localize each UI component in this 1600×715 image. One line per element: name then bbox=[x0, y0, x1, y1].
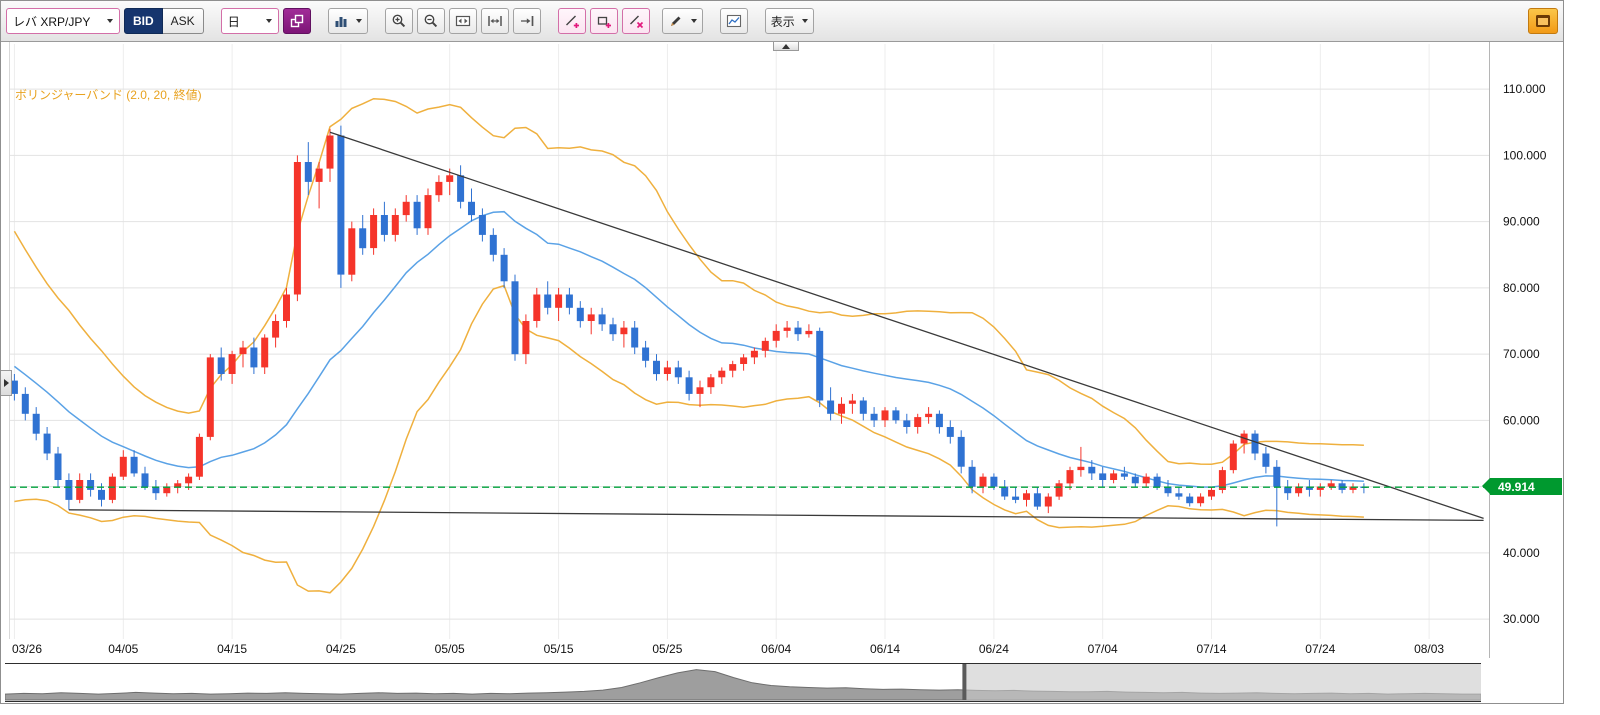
caret-down-icon bbox=[355, 19, 362, 23]
fit-width-button[interactable] bbox=[448, 8, 477, 34]
indicator-label[interactable]: ボリンジャーバンド (2.0, 20, 終値) bbox=[15, 88, 202, 102]
y-axis-label: 100.000 bbox=[1503, 148, 1547, 162]
ask-button[interactable]: ASK bbox=[162, 8, 204, 34]
y-axis-label: 90.000 bbox=[1503, 215, 1540, 229]
chart-area[interactable]: 110.000100.00090.00080.00070.00060.00050… bbox=[1, 42, 1563, 658]
chevron-up-icon bbox=[782, 43, 790, 49]
toolbar-collapse-button[interactable] bbox=[773, 42, 799, 51]
price-chart[interactable]: 110.000100.00090.00080.00070.00060.00050… bbox=[1, 42, 1563, 658]
x-axis-label: 08/03 bbox=[1414, 642, 1444, 656]
x-axis-label: 07/24 bbox=[1305, 642, 1335, 656]
candlesticks bbox=[10, 125, 1368, 527]
x-axis-label: 06/24 bbox=[979, 642, 1009, 656]
zoom-out-icon bbox=[424, 14, 437, 28]
scroll-to-latest-button[interactable] bbox=[512, 8, 541, 34]
x-axis-label: 05/05 bbox=[435, 642, 465, 656]
draw-shape-button[interactable] bbox=[589, 8, 618, 34]
indicator-chart-icon bbox=[726, 14, 741, 28]
timeframe-select-value: 日 bbox=[227, 14, 240, 29]
zoom-out-button[interactable] bbox=[416, 8, 445, 34]
caret-down-icon bbox=[690, 19, 697, 23]
y-axis-label: 30.000 bbox=[1503, 612, 1540, 626]
y-axis-label: 40.000 bbox=[1503, 546, 1540, 560]
y-axis-label: 60.000 bbox=[1503, 413, 1540, 427]
navigator-handle[interactable] bbox=[962, 664, 967, 700]
zoom-in-button[interactable] bbox=[384, 8, 413, 34]
y-axis-label: 70.000 bbox=[1503, 347, 1540, 361]
compare-icon bbox=[290, 14, 303, 28]
price-tag-arrow-icon bbox=[1482, 478, 1490, 495]
zoom-in-icon bbox=[392, 14, 405, 28]
symbol-select[interactable]: レバ XRP/JPY bbox=[6, 8, 120, 34]
x-axis-label: 04/15 bbox=[217, 642, 247, 656]
x-axis-label: 06/14 bbox=[870, 642, 900, 656]
bid-button[interactable]: BID bbox=[124, 8, 163, 34]
expand-horizontal-icon bbox=[487, 16, 502, 26]
x-axis-label: 04/25 bbox=[326, 642, 356, 656]
display-dropdown-label: 表示 bbox=[770, 14, 795, 29]
navigator-chart[interactable] bbox=[4, 664, 1482, 701]
bollinger-upper-band bbox=[13, 97, 1364, 465]
fit-width-icon bbox=[455, 15, 470, 27]
y-axis-label: 110.000 bbox=[1503, 82, 1546, 96]
timeline-navigator[interactable] bbox=[4, 663, 1482, 702]
draw-trendline-button[interactable] bbox=[557, 8, 586, 34]
scroll-to-latest-icon bbox=[520, 16, 534, 26]
bollinger-lower-band bbox=[14, 284, 1364, 594]
symbol-select-value: レバ XRP/JPY bbox=[13, 14, 91, 29]
caret-down-icon bbox=[801, 19, 808, 23]
chart-type-dropdown[interactable] bbox=[327, 8, 368, 34]
chevron-right-icon bbox=[3, 379, 9, 387]
caret-down-icon bbox=[107, 19, 113, 23]
grid-lines bbox=[9, 44, 1489, 639]
pen-tool-dropdown[interactable] bbox=[661, 8, 703, 34]
timeframe-select[interactable]: 日 bbox=[220, 8, 279, 34]
price-tag-value: 49.914 bbox=[1498, 479, 1535, 494]
draw-trendline-icon bbox=[565, 15, 579, 28]
trendline[interactable] bbox=[329, 131, 1484, 520]
x-axis-label: 07/04 bbox=[1088, 642, 1118, 656]
delete-drawing-icon bbox=[629, 15, 643, 29]
trendline[interactable] bbox=[68, 509, 1484, 522]
indicator-chart-button[interactable] bbox=[719, 8, 748, 34]
expand-horizontal-button[interactable] bbox=[480, 8, 509, 34]
panel-expand-button[interactable] bbox=[1, 370, 12, 396]
caret-down-icon bbox=[265, 19, 272, 23]
x-axis-label: 04/05 bbox=[108, 642, 138, 656]
display-dropdown[interactable]: 表示 bbox=[764, 8, 814, 34]
compare-button[interactable] bbox=[282, 8, 311, 34]
current-price-tag: 49.914 bbox=[1482, 478, 1562, 496]
y-axis-label: 80.000 bbox=[1503, 281, 1540, 295]
chart-settings-button[interactable] bbox=[1528, 8, 1558, 34]
pen-icon bbox=[670, 16, 681, 26]
x-axis-label: 07/14 bbox=[1196, 642, 1226, 656]
draw-shape-icon bbox=[597, 16, 611, 28]
toolbar: レバ XRP/JPY BID ASK 日 bbox=[1, 1, 1563, 42]
x-axis-label: 05/15 bbox=[544, 642, 574, 656]
delete-drawing-button[interactable] bbox=[621, 8, 650, 34]
chart-type-icon bbox=[335, 16, 347, 27]
x-axis-label: 03/26 bbox=[12, 642, 42, 656]
bollinger-middle-band bbox=[13, 210, 1364, 488]
x-axis-label: 06/04 bbox=[761, 642, 791, 656]
navigator-shaded-region bbox=[964, 664, 1481, 700]
bid-ask-toggle: BID ASK bbox=[124, 8, 204, 34]
chart-window: レバ XRP/JPY BID ASK 日 bbox=[0, 0, 1564, 704]
settings-window-icon bbox=[1536, 15, 1550, 27]
x-axis-label: 05/25 bbox=[652, 642, 682, 656]
